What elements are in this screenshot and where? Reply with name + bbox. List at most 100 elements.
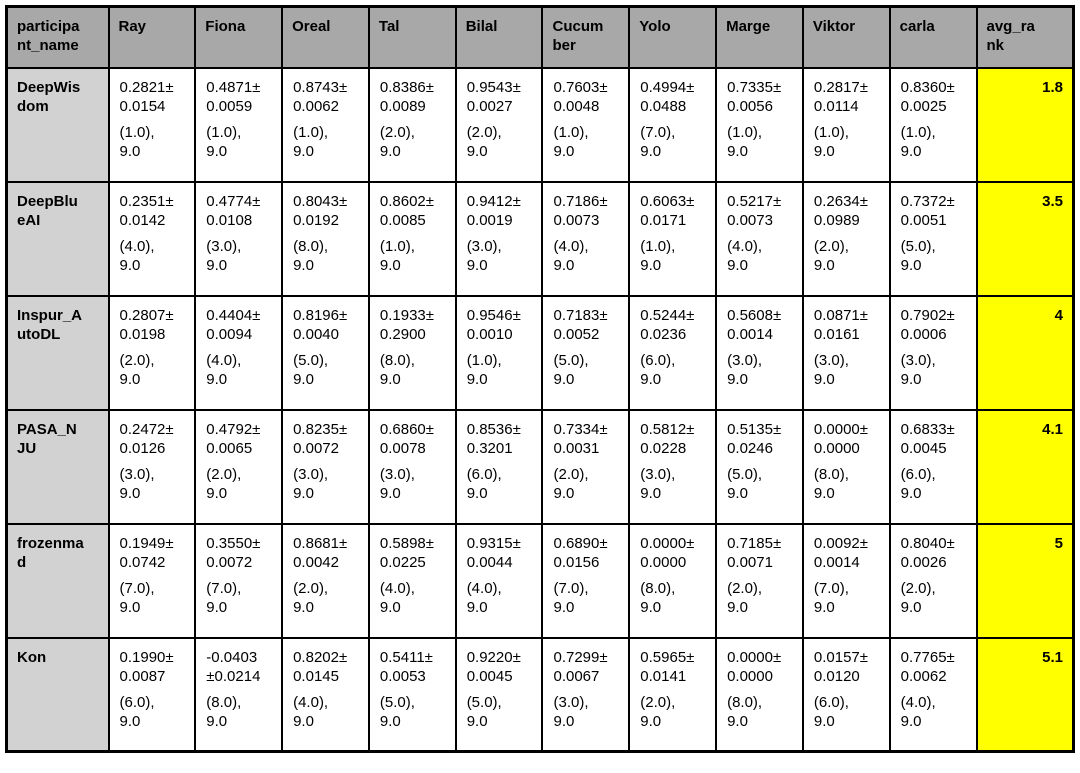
- score-value: 0.5608± 0.0014: [727, 306, 782, 343]
- score-cell: 0.7902± 0.0006 (3.0), 9.0: [888, 294, 978, 411]
- score-cell: 0.8743± 0.0062 (1.0), 9.0: [281, 66, 370, 183]
- score-cell: 0.0092± 0.0014 (7.0), 9.0: [801, 522, 891, 639]
- table-row: Inspur_AutoDL 0.2807± 0.0198 (2.0), 9.0 0.4…: [5, 294, 1075, 411]
- score-cell: 0.8196± 0.0040 (5.0), 9.0: [281, 294, 370, 411]
- rank-detail: (4.0), 9.0: [119, 237, 155, 274]
- score-cell: 0.0871± 0.0161 (3.0), 9.0: [801, 294, 891, 411]
- score-value: 0.4404± 0.0094: [206, 306, 261, 343]
- score-value: 0.5244± 0.0236: [640, 306, 695, 343]
- score-cell: 0.2817± 0.0114 (1.0), 9.0: [801, 66, 891, 183]
- avg-rank-cell: 5: [975, 522, 1075, 639]
- score-cell: 0.9315± 0.0044 (4.0), 9.0: [454, 522, 544, 639]
- participant-name: PASA_NJU: [17, 420, 77, 457]
- rank-detail: (6.0), 9.0: [119, 693, 155, 730]
- rank-detail: (7.0), 9.0: [206, 579, 242, 616]
- rank-detail: (1.0), 9.0: [206, 123, 242, 160]
- score-value: 0.9546± 0.0010: [466, 306, 521, 343]
- rank-detail: (2.0), 9.0: [379, 123, 415, 160]
- rank-detail: (2.0), 9.0: [553, 465, 589, 502]
- score-value: 0.5411± 0.0053: [379, 648, 433, 685]
- score-cell: 0.8360± 0.0025 (1.0), 9.0: [888, 66, 978, 183]
- participant-name-cell: PASA_NJU: [5, 408, 110, 525]
- score-value: 0.0092± 0.0014: [813, 534, 868, 571]
- score-value: 0.2817± 0.0114: [813, 78, 868, 115]
- score-value: 0.6890± 0.0156: [553, 534, 608, 571]
- rank-detail: (1.0), 9.0: [900, 123, 936, 160]
- rank-detail: (2.0), 9.0: [466, 123, 502, 160]
- score-value: 0.8360± 0.0025: [900, 78, 955, 115]
- column-header-label: Ray: [118, 18, 147, 35]
- column-header-label: Viktor: [812, 18, 856, 35]
- participant-name-cell: DeepBlueAI: [5, 180, 110, 297]
- rank-detail: (8.0), 9.0: [813, 465, 849, 502]
- column-header-cucumber: Cucumber: [541, 5, 631, 69]
- score-value: -0.0403 ±0.0214: [206, 648, 261, 685]
- score-value: 0.4792± 0.0065: [206, 420, 261, 457]
- rank-detail: (5.0), 9.0: [379, 693, 415, 730]
- score-cell: 0.9543± 0.0027 (2.0), 9.0: [454, 66, 544, 183]
- column-header-label: Oreal: [292, 18, 331, 35]
- rank-detail: (2.0), 9.0: [640, 693, 676, 730]
- score-value: 0.7765± 0.0062: [900, 648, 955, 685]
- column-header-carla: carla: [888, 5, 978, 69]
- score-cell: 0.6890± 0.0156 (7.0), 9.0: [541, 522, 631, 639]
- column-header-viktor: Viktor: [801, 5, 891, 69]
- score-value: 0.7902± 0.0006: [900, 306, 955, 343]
- column-header-participant-name: participant_name: [5, 5, 110, 69]
- rank-detail: (8.0), 9.0: [727, 693, 763, 730]
- score-cell: -0.0403 ±0.0214 (8.0), 9.0: [194, 636, 284, 753]
- score-value: 0.1949± 0.0742: [119, 534, 174, 571]
- rank-detail: (1.0), 9.0: [119, 123, 155, 160]
- score-cell: 0.2634± 0.0989 (2.0), 9.0: [801, 180, 891, 297]
- rank-detail: (2.0), 9.0: [813, 237, 849, 274]
- score-value: 0.8536± 0.3201: [466, 420, 521, 457]
- score-value: 0.8602± 0.0085: [379, 192, 435, 229]
- rank-detail: (4.0), 9.0: [727, 237, 763, 274]
- score-value: 0.7334± 0.0031: [553, 420, 608, 457]
- score-cell: 0.4404± 0.0094 (4.0), 9.0: [194, 294, 284, 411]
- score-cell: 0.1933± 0.2900 (8.0), 9.0: [367, 294, 457, 411]
- column-header-label: carla: [899, 18, 935, 35]
- score-cell: 0.8235± 0.0072 (3.0), 9.0: [281, 408, 370, 525]
- score-cell: 0.8043± 0.0192 (8.0), 9.0: [281, 180, 370, 297]
- rank-detail: (8.0), 9.0: [293, 237, 329, 274]
- score-value: 0.8386± 0.0089: [379, 78, 435, 115]
- participant-name-cell: Inspur_AutoDL: [5, 294, 110, 411]
- rank-detail: (3.0), 9.0: [900, 351, 936, 388]
- score-cell: 0.5812± 0.0228 (3.0), 9.0: [628, 408, 718, 525]
- rank-detail: (3.0), 9.0: [466, 237, 502, 274]
- column-header-tal: Tal: [367, 5, 457, 69]
- header-row: participant_name Ray Fiona Oreal Tal Bilal Cuc…: [5, 5, 1075, 69]
- participant-name-cell: DeepWisdom: [5, 66, 110, 183]
- column-header-label: Marge: [726, 18, 771, 35]
- rank-detail: (4.0), 9.0: [553, 237, 589, 274]
- column-header-fiona: Fiona: [194, 5, 284, 69]
- score-value: 0.3550± 0.0072: [206, 534, 261, 571]
- rank-detail: (3.0), 9.0: [206, 237, 242, 274]
- score-cell: 0.8040± 0.0026 (2.0), 9.0: [888, 522, 978, 639]
- score-cell: 0.7603± 0.0048 (1.0), 9.0: [541, 66, 631, 183]
- rank-detail: (8.0), 9.0: [640, 579, 676, 616]
- column-header-label: Tal: [378, 18, 400, 35]
- score-cell: 0.7186± 0.0073 (4.0), 9.0: [541, 180, 631, 297]
- rank-detail: (1.0), 9.0: [293, 123, 329, 160]
- rank-detail: (2.0), 9.0: [293, 579, 329, 616]
- score-cell: 0.6063± 0.0171 (1.0), 9.0: [628, 180, 718, 297]
- rank-detail: (3.0), 9.0: [119, 465, 155, 502]
- rank-detail: (6.0), 9.0: [466, 465, 502, 502]
- table-row: DeepBlueAI 0.2351± 0.0142 (4.0), 9.0 0.4774…: [5, 180, 1075, 297]
- score-cell: 0.5135± 0.0246 (5.0), 9.0: [715, 408, 804, 525]
- participant-name: Kon: [17, 648, 47, 666]
- score-cell: 0.1990± 0.0087 (6.0), 9.0: [107, 636, 197, 753]
- column-header-label: Fiona: [205, 18, 246, 35]
- score-value: 0.9220± 0.0045: [466, 648, 521, 685]
- score-cell: 0.5411± 0.0053 (5.0), 9.0: [367, 636, 457, 753]
- score-value: 0.7183± 0.0052: [553, 306, 608, 343]
- rank-detail: (4.0), 9.0: [466, 579, 502, 616]
- column-header-yolo: Yolo: [628, 5, 718, 69]
- score-value: 0.0000± 0.0000: [640, 534, 695, 571]
- column-header-label: Yolo: [639, 18, 671, 35]
- score-value: 0.9543± 0.0027: [466, 78, 521, 115]
- participant-name: DeepWisdom: [17, 78, 81, 115]
- score-cell: 0.5898± 0.0225 (4.0), 9.0: [367, 522, 457, 639]
